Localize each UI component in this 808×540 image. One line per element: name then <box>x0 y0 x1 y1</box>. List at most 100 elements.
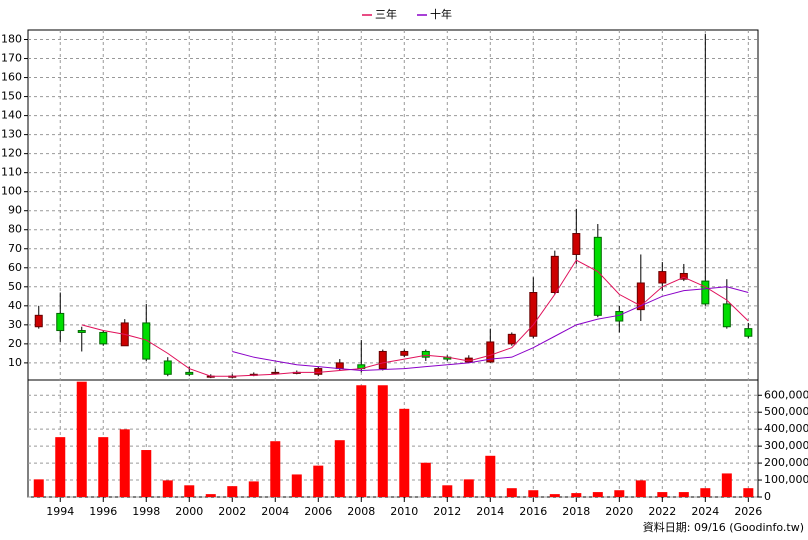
volume-bar <box>55 437 66 497</box>
y-tick-label: 140 <box>1 109 22 122</box>
volume-bar <box>205 494 216 497</box>
y-tick-label: 300,000 <box>764 439 808 452</box>
volume-bar <box>119 429 130 497</box>
y-tick-label: 130 <box>1 128 22 141</box>
candle-body <box>529 292 538 337</box>
y-tick-label: 120 <box>1 147 22 160</box>
y-tick-label: 20 <box>8 337 22 350</box>
volume-bar <box>528 490 539 497</box>
x-tick-label: 1996 <box>89 505 117 518</box>
y-tick-label: 10 <box>8 356 22 369</box>
candle-body <box>550 255 559 294</box>
volume-bar <box>33 479 44 497</box>
ma-line <box>81 259 749 377</box>
volume-bar <box>700 488 711 497</box>
volume-bar <box>485 455 496 497</box>
x-tick-label: 2002 <box>218 505 246 518</box>
volume-bar <box>184 485 195 497</box>
volume-bar <box>463 479 474 497</box>
x-tick-label: 2010 <box>390 505 418 518</box>
volume-bar <box>248 481 259 497</box>
x-tick-label: 2024 <box>691 505 719 518</box>
volume-bar <box>721 473 732 497</box>
candle-body <box>507 333 516 345</box>
candle-body <box>572 233 581 255</box>
y-tick-label: 70 <box>8 242 22 255</box>
volume-bar <box>356 385 367 497</box>
candle-body <box>271 371 280 374</box>
volume-bar <box>141 450 152 497</box>
y-tick-label: 30 <box>8 318 22 331</box>
candle-body <box>378 350 387 370</box>
ma-line <box>232 286 749 371</box>
y-tick-label: 50 <box>8 280 22 293</box>
candle-body <box>636 282 645 311</box>
candle-body <box>185 371 194 375</box>
candle-body <box>400 350 409 356</box>
volume-bar <box>635 480 646 497</box>
x-tick-label: 2004 <box>261 505 289 518</box>
x-tick-label: 2026 <box>734 505 762 518</box>
volume-bar <box>377 385 388 497</box>
y-tick-label: 180 <box>1 33 22 46</box>
volume-bar <box>291 474 302 497</box>
legend-label: 十年 <box>430 7 452 21</box>
volume-bar <box>571 493 582 497</box>
candle-body <box>335 362 344 370</box>
y-tick-label: 160 <box>1 71 22 84</box>
volume-bar <box>334 440 345 497</box>
x-tick-label: 2016 <box>519 505 547 518</box>
candle-body <box>142 322 151 360</box>
candle-body <box>314 368 323 375</box>
volume-bar <box>506 488 517 497</box>
y-tick-label: 200,000 <box>764 456 808 469</box>
volume-bar <box>98 437 109 497</box>
candle-body <box>679 272 688 280</box>
x-tick-label: 1994 <box>46 505 74 518</box>
legend-label: 三年 <box>375 7 397 21</box>
y-tick-label: 90 <box>8 204 22 217</box>
candle-body <box>744 328 753 337</box>
candle-body <box>99 331 108 345</box>
candle-body <box>615 311 624 322</box>
y-tick-label: 500,000 <box>764 405 808 418</box>
y-tick-label: 170 <box>1 52 22 65</box>
candle-body <box>421 350 430 358</box>
candle-body <box>77 330 86 333</box>
volume-bar <box>614 490 625 497</box>
y-tick-label: 60 <box>8 261 22 274</box>
x-tick-label: 2008 <box>347 505 375 518</box>
x-tick-label: 2018 <box>562 505 590 518</box>
y-tick-label: 0 <box>764 490 771 503</box>
volume-bar <box>442 485 453 497</box>
volume-bar <box>420 462 431 497</box>
volume-bar <box>549 494 560 497</box>
volume-bar <box>76 381 87 497</box>
volume-bar <box>399 408 410 497</box>
candle-body <box>34 314 43 328</box>
volume-frame <box>27 379 759 498</box>
candle-body <box>658 271 667 284</box>
x-tick-label: 2012 <box>433 505 461 518</box>
footnote: 資料日期: 09/16 (Goodinfo.tw) <box>643 520 804 534</box>
volume-bar <box>227 486 238 497</box>
volume-bar <box>678 492 689 497</box>
candle-body <box>722 303 731 328</box>
x-tick-label: 2000 <box>175 505 203 518</box>
y-tick-label: 110 <box>1 166 22 179</box>
volume-bar <box>743 488 754 497</box>
price-frame <box>27 29 759 381</box>
volume-bar <box>592 492 603 497</box>
x-tick-label: 2014 <box>476 505 504 518</box>
volume-bar <box>657 492 668 497</box>
x-tick-label: 2022 <box>648 505 676 518</box>
x-tick-label: 2006 <box>304 505 332 518</box>
volume-bar <box>313 465 324 497</box>
y-tick-label: 100,000 <box>764 473 808 486</box>
volume-bar <box>162 480 173 497</box>
x-tick-label: 1998 <box>132 505 160 518</box>
y-tick-label: 80 <box>8 223 22 236</box>
y-tick-label: 150 <box>1 90 22 103</box>
y-tick-label: 40 <box>8 299 22 312</box>
